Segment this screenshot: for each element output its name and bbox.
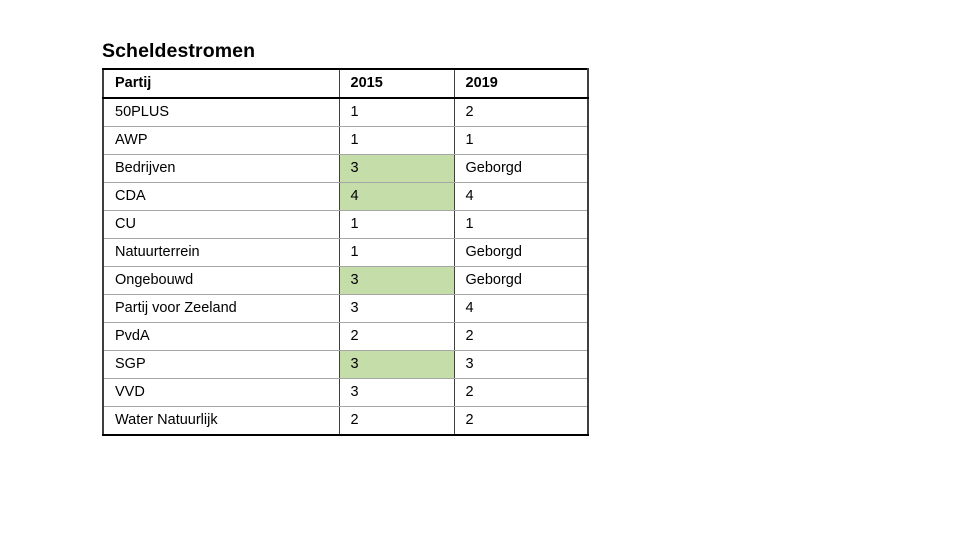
table-row: Ongebouwd 3 Geborgd: [103, 266, 588, 295]
cell-party: PvdA: [103, 322, 339, 351]
cell-party: Ongebouwd: [103, 266, 339, 295]
cell-2015: 3: [338, 294, 454, 323]
cell-2015: 2: [338, 322, 454, 351]
table-row: PvdA 2 2: [103, 322, 588, 351]
seats-table-container: Partij 2015 2019 50PLUS 1 2 AWP 1 1 Bedrijven 3…: [102, 68, 589, 436]
table-row: CU 1 1: [103, 210, 588, 239]
cell-2019: 1: [453, 210, 588, 239]
cell-2019: 2: [453, 406, 588, 435]
cell-party: SGP: [103, 350, 339, 379]
cell-2015: 2: [338, 406, 454, 435]
table-row: Water Natuurlijk 2 2: [103, 406, 588, 435]
cell-2015-highlighted: 3: [338, 350, 454, 379]
cell-2015: 1: [338, 210, 454, 239]
cell-2019: 4: [453, 182, 588, 211]
table-header-row: Partij 2015 2019: [103, 69, 588, 99]
page-title: Scheldestromen: [102, 40, 256, 62]
cell-2019: 3: [453, 350, 588, 379]
table-row: VVD 3 2: [103, 378, 588, 407]
table-row: CDA 4 4: [103, 182, 588, 211]
cell-2015-highlighted: 3: [338, 154, 454, 183]
table-body: 50PLUS 1 2 AWP 1 1 Bedrijven 3 Geborgd CDA 4 4 CU 1 1 N…: [103, 98, 588, 435]
cell-2015: 3: [338, 378, 454, 407]
table-row: SGP 3 3: [103, 350, 588, 379]
cell-party: Bedrijven: [103, 154, 339, 183]
cell-party: Partij voor Zeeland: [103, 294, 339, 323]
cell-2015: 1: [338, 126, 454, 155]
cell-2015: 1: [338, 98, 454, 127]
cell-party: VVD: [103, 378, 339, 407]
cell-2015: 1: [338, 238, 454, 267]
table-row: 50PLUS 1 2: [103, 98, 588, 127]
cell-party: CU: [103, 210, 339, 239]
cell-2015-highlighted: 4: [338, 182, 454, 211]
cell-2019: Geborgd: [453, 266, 588, 295]
cell-2019: 1: [453, 126, 588, 155]
column-header-partij: Partij: [103, 69, 339, 99]
seats-table: Partij 2015 2019 50PLUS 1 2 AWP 1 1 Bedrijven 3…: [102, 68, 589, 436]
cell-2019: 2: [453, 378, 588, 407]
cell-2019: 4: [453, 294, 588, 323]
table-row: Natuurterrein 1 Geborgd: [103, 238, 588, 267]
cell-2019: 2: [453, 322, 588, 351]
cell-party: 50PLUS: [103, 98, 339, 127]
cell-party: Water Natuurlijk: [115, 411, 218, 428]
table-row: AWP 1 1: [103, 126, 588, 155]
cell-2019: Geborgd: [453, 154, 588, 183]
cell-party: AWP: [103, 126, 339, 155]
column-header-2015: 2015: [338, 69, 454, 99]
column-header-2019: 2019: [453, 69, 588, 99]
cell-party: Natuurterrein: [103, 238, 339, 267]
cell-2019: Geborgd: [453, 238, 588, 267]
cell-2015-highlighted: 3: [338, 266, 454, 295]
table-row: Bedrijven 3 Geborgd: [103, 154, 588, 183]
cell-party: CDA: [103, 182, 339, 211]
table-row: Partij voor Zeeland 3 4: [103, 294, 588, 323]
table-header: Partij 2015 2019: [103, 69, 588, 99]
cell-2019: 2: [453, 98, 588, 127]
